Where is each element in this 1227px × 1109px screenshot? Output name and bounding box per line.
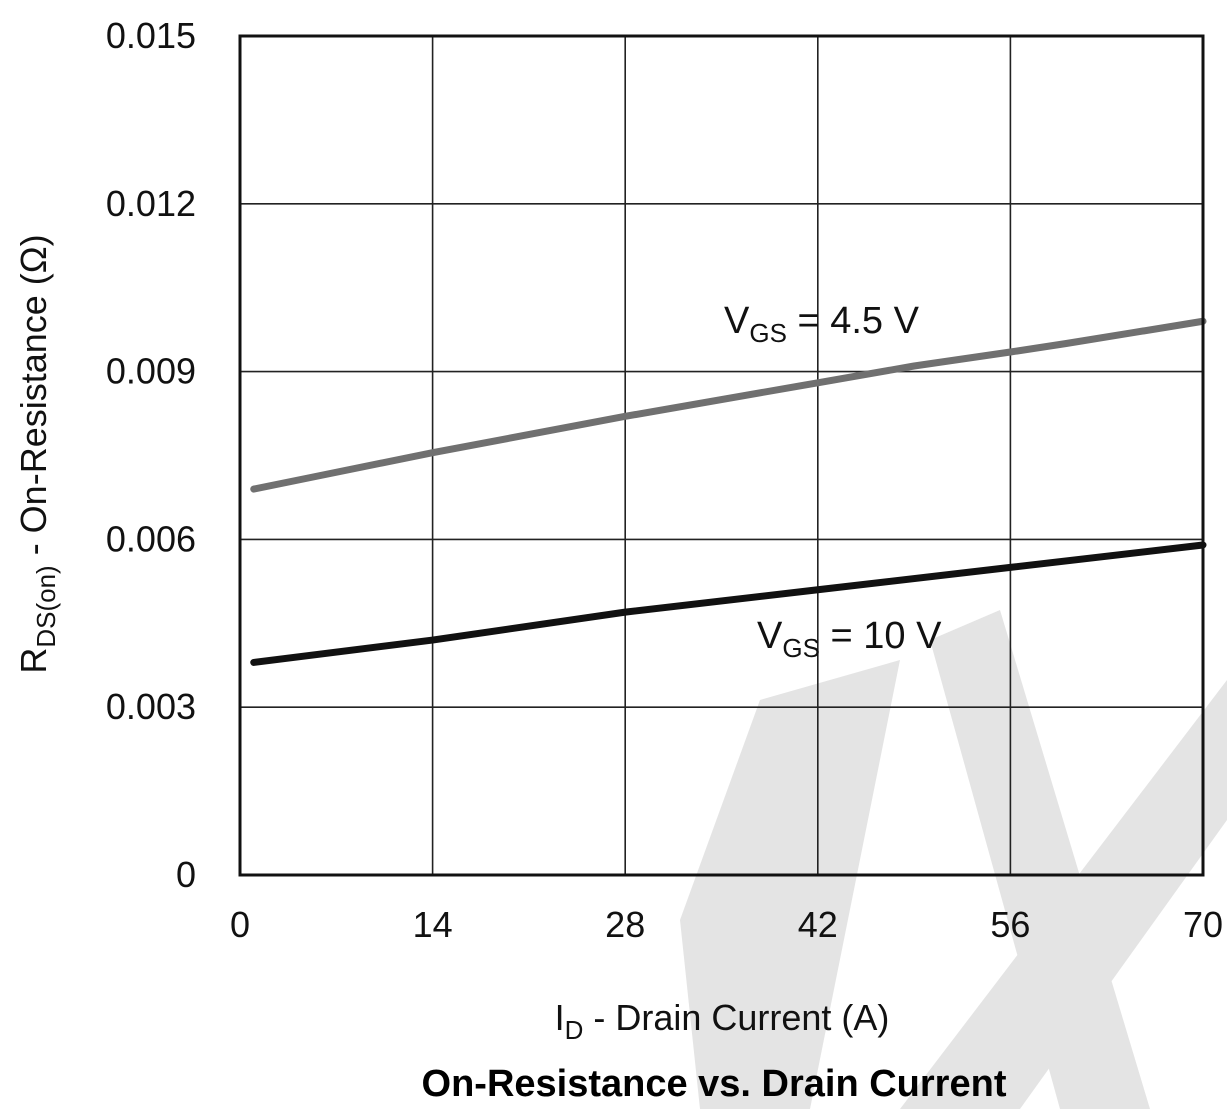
y-tick-label: 0.015 xyxy=(106,15,196,56)
y-tick-label: 0.006 xyxy=(106,518,196,559)
y-tick-labels: 0 0.003 0.006 0.009 0.012 0.015 xyxy=(106,15,196,895)
series-label-vgs-4-5: VGS = 4.5 V xyxy=(724,300,920,348)
x-tick-label: 56 xyxy=(990,904,1030,945)
x-tick-label: 28 xyxy=(605,904,645,945)
plot-frame xyxy=(238,34,1205,877)
grid xyxy=(239,35,1204,876)
x-tick-label: 42 xyxy=(798,904,838,945)
x-tick-label: 0 xyxy=(230,904,250,945)
chart-caption: On-Resistance vs. Drain Current xyxy=(422,1063,1007,1105)
y-tick-label: 0.009 xyxy=(106,351,196,392)
x-axis-title: ID - Drain Current (A) xyxy=(555,997,890,1045)
x-tick-labels: 0 14 28 42 56 70 xyxy=(230,904,1223,945)
y-tick-label: 0 xyxy=(176,854,196,895)
x-tick-label: 14 xyxy=(413,904,453,945)
y-axis-title: RDS(on) - On-Resistance (Ω) xyxy=(13,234,61,673)
series-label-vgs-10: VGS = 10 V xyxy=(757,615,942,663)
x-tick-label: 70 xyxy=(1183,904,1223,945)
series-line-1 xyxy=(250,541,1207,666)
y-tick-label: 0.012 xyxy=(106,183,196,224)
y-tick-label: 0.003 xyxy=(106,686,196,727)
watermark-logo xyxy=(680,610,1227,1109)
series-line-0 xyxy=(250,317,1207,493)
series-lines xyxy=(250,317,1207,666)
